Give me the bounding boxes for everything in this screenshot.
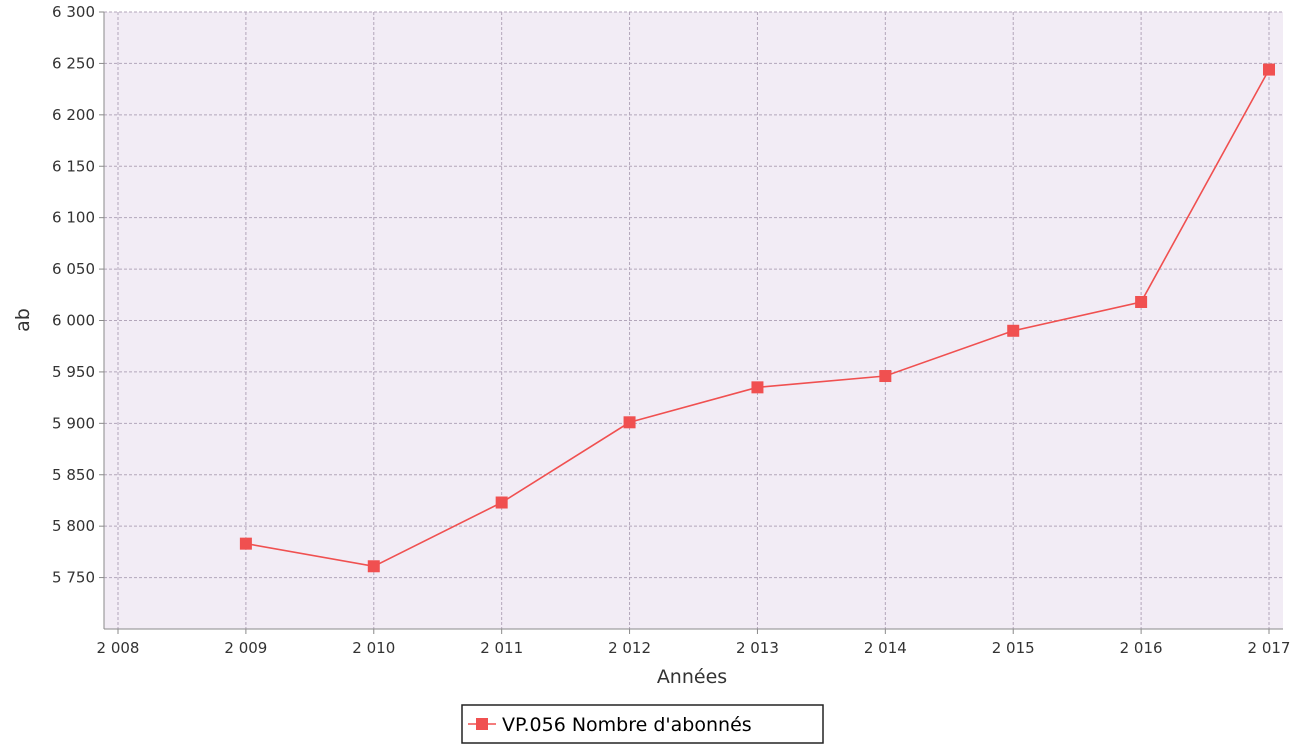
x-tick-label: 2 008 [97, 639, 140, 657]
legend-box [461, 704, 824, 744]
data-point-marker [1263, 63, 1275, 76]
x-tick-label: 2 015 [992, 639, 1035, 657]
legend: VP.056 Nombre d'abonnés [461, 704, 824, 744]
x-tick-label: 2 013 [736, 639, 779, 657]
y-tick-label: 6 000 [52, 312, 95, 330]
y-tick-label: 5 850 [52, 466, 95, 484]
x-tick-label: 2 010 [352, 639, 395, 657]
x-axis-label: Années [657, 666, 727, 688]
x-tick-label: 2 014 [864, 639, 907, 657]
data-point-marker [1135, 295, 1148, 308]
y-tick-label: 5 900 [52, 414, 95, 432]
y-tick-label: 6 250 [52, 54, 95, 72]
data-point-marker [495, 496, 508, 509]
y-tick-label: 6 050 [52, 260, 95, 278]
x-tick-label: 2 011 [480, 639, 523, 657]
y-tick-label: 5 750 [52, 569, 95, 587]
data-point-marker [879, 370, 892, 383]
x-tick-label: 2 016 [1120, 639, 1163, 657]
data-point-marker [367, 560, 380, 573]
data-point-marker [239, 537, 252, 550]
y-tick-label: 6 100 [52, 209, 95, 227]
data-point-marker [751, 381, 764, 394]
y-tick-label: 5 950 [52, 363, 95, 381]
x-tick-label: 2 009 [224, 639, 267, 657]
y-tick-label: 5 800 [52, 517, 95, 535]
y-tick-label: 6 300 [52, 3, 95, 21]
legend-marker-swatch [476, 718, 488, 730]
legend-label: VP.056 Nombre d'abonnés [502, 714, 752, 736]
y-axis-label: ab [12, 308, 34, 332]
x-tick-label: 2 017 [1248, 639, 1291, 657]
y-tick-label: 6 200 [52, 106, 95, 124]
data-point-marker [1007, 324, 1020, 337]
data-point-marker [623, 416, 636, 429]
x-tick-label: 2 012 [608, 639, 651, 657]
y-tick-label: 6 150 [52, 157, 95, 175]
